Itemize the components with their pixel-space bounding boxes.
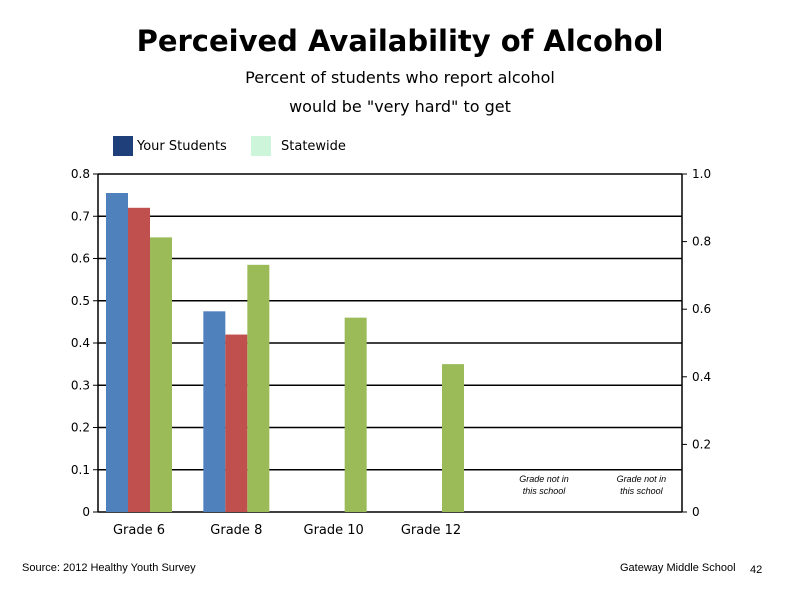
y2-tick-label-0: 0 xyxy=(692,505,700,519)
bar-s0-c0 xyxy=(106,193,128,512)
page-number: 42 xyxy=(750,564,763,576)
y-tick-label-1: 0.1 xyxy=(71,463,90,477)
chart-title: Perceived Availability of Alcohol xyxy=(136,24,664,58)
y-tick-label-3: 0.3 xyxy=(71,378,90,392)
source-note: Source: 2012 Healthy Youth Survey xyxy=(22,562,196,574)
annotation-1-line1: Grade not in xyxy=(617,474,667,484)
bar-s1-c1 xyxy=(225,334,248,512)
chart-subtitle-line1: Percent of students who report alcohol xyxy=(245,68,555,87)
legend-swatch-statewide xyxy=(251,136,271,156)
legend-item-your-students: Your Students xyxy=(113,136,227,156)
y-tick-label-5: 0.5 xyxy=(71,294,90,308)
bar-s2-c3 xyxy=(442,364,464,512)
x-tick-label-2: Grade 10 xyxy=(304,523,364,538)
y2-tick-label-4: 0.8 xyxy=(692,235,711,249)
x-tick-label-1: Grade 8 xyxy=(210,523,262,538)
bar-s2-c2 xyxy=(344,317,367,512)
legend-item-statewide: Statewide xyxy=(251,136,346,156)
y2-tick-label-2: 0.4 xyxy=(692,370,711,384)
y-tick-label-2: 0.2 xyxy=(71,421,90,435)
y-tick-label-8: 0.8 xyxy=(71,167,90,181)
bar-s1-c0 xyxy=(128,207,150,513)
y2-tick-label-1: 0.2 xyxy=(692,437,711,451)
legend-label-your-students: Your Students xyxy=(137,138,227,154)
bar-s2-c1 xyxy=(247,264,270,512)
chart-subtitle-line2: would be "very hard" to get xyxy=(289,97,511,116)
y-tick-label-7: 0.7 xyxy=(71,209,90,223)
x-tick-label-0: Grade 6 xyxy=(113,523,165,538)
bar-s0-c1 xyxy=(203,311,226,512)
annotation-0-line2: this school xyxy=(523,486,567,496)
school-name: Gateway Middle School xyxy=(620,562,736,574)
y2-tick-label-3: 0.6 xyxy=(692,302,711,316)
y-tick-label-0: 0 xyxy=(82,505,90,519)
legend-label-statewide: Statewide xyxy=(281,138,346,154)
annotation-0-line1: Grade not in xyxy=(519,474,569,484)
bar-s2-c0 xyxy=(150,237,172,512)
legend-swatch-your-students xyxy=(113,136,133,156)
x-tick-label-3: Grade 12 xyxy=(401,523,461,538)
annotation-1-line2: this school xyxy=(620,486,664,496)
y-tick-label-4: 0.4 xyxy=(71,336,90,350)
y-tick-label-6: 0.6 xyxy=(71,252,90,266)
y2-tick-label-5: 1.0 xyxy=(692,167,711,181)
